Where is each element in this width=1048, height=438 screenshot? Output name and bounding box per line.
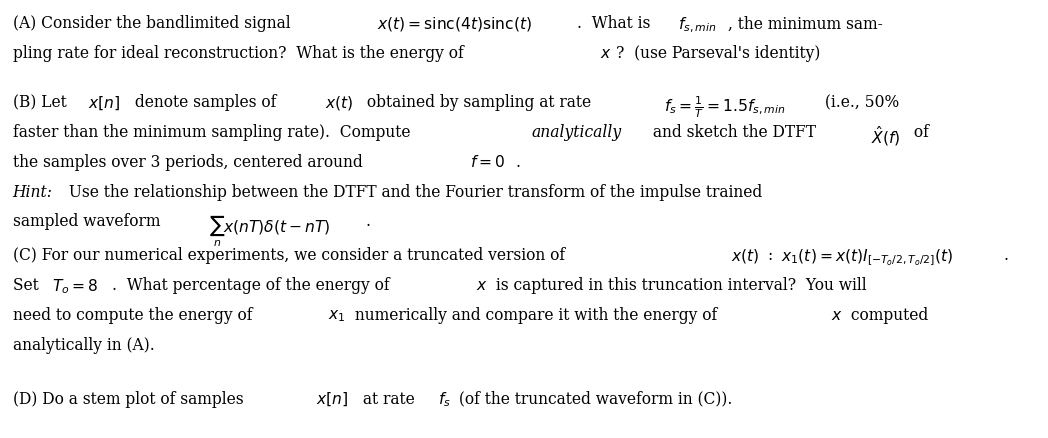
Text: (of the truncated waveform in (C)).: (of the truncated waveform in (C)). xyxy=(454,391,733,408)
Text: .: . xyxy=(1003,247,1008,265)
Text: $\sum_n x(nT)\delta(t - nT)$: $\sum_n x(nT)\delta(t - nT)$ xyxy=(210,213,330,248)
Text: (D) Do a stem plot of samples: (D) Do a stem plot of samples xyxy=(13,391,248,408)
Text: analytically: analytically xyxy=(531,124,621,141)
Text: $f_{s,min}$: $f_{s,min}$ xyxy=(678,15,717,35)
Text: $x(t) = \mathrm{sinc}(4t)\mathrm{sinc}(t)$: $x(t) = \mathrm{sinc}(4t)\mathrm{sinc}(t… xyxy=(377,15,532,33)
Text: $x$: $x$ xyxy=(601,45,612,62)
Text: analytically in (A).: analytically in (A). xyxy=(13,337,154,354)
Text: pling rate for ideal reconstruction?  What is the energy of: pling rate for ideal reconstruction? Wha… xyxy=(13,45,468,62)
Text: (i.e., 50%: (i.e., 50% xyxy=(821,94,900,111)
Text: the samples over 3 periods, centered around: the samples over 3 periods, centered aro… xyxy=(13,154,367,171)
Text: $f = 0$: $f = 0$ xyxy=(471,154,505,171)
Text: $x(t)$: $x(t)$ xyxy=(325,94,353,112)
Text: of: of xyxy=(910,124,930,141)
Text: and sketch the DTFT: and sketch the DTFT xyxy=(648,124,821,141)
Text: $x_1$: $x_1$ xyxy=(328,307,346,324)
Text: sampled waveform: sampled waveform xyxy=(13,213,165,230)
Text: Set: Set xyxy=(13,277,43,294)
Text: numerically and compare it with the energy of: numerically and compare it with the ener… xyxy=(350,307,722,324)
Text: (A) Consider the bandlimited signal: (A) Consider the bandlimited signal xyxy=(13,15,296,32)
Text: (C) For our numerical experiments, we consider a truncated version of: (C) For our numerical experiments, we co… xyxy=(13,247,569,265)
Text: faster than the minimum sampling rate).  Compute: faster than the minimum sampling rate). … xyxy=(13,124,415,141)
Text: at rate: at rate xyxy=(358,391,420,408)
Text: $f_s$: $f_s$ xyxy=(438,391,451,410)
Text: $x_1(t) = x(t)I_{[-T_o/2,T_o/2]}(t)$: $x_1(t) = x(t)I_{[-T_o/2,T_o/2]}(t)$ xyxy=(781,247,953,268)
Text: Use the relationship between the DTFT and the Fourier transform of the impulse t: Use the relationship between the DTFT an… xyxy=(64,184,763,201)
Text: $x[n]$: $x[n]$ xyxy=(316,391,349,408)
Text: .  What is: . What is xyxy=(577,15,655,32)
Text: $x[n]$: $x[n]$ xyxy=(88,94,121,112)
Text: , the minimum sam-: , the minimum sam- xyxy=(727,15,882,32)
Text: $x$: $x$ xyxy=(477,277,488,294)
Text: obtained by sampling at rate: obtained by sampling at rate xyxy=(362,94,595,111)
Text: is captured in this truncation interval?  You will: is captured in this truncation interval?… xyxy=(492,277,867,294)
Text: $\hat{X}(f)$: $\hat{X}(f)$ xyxy=(871,124,900,148)
Text: denote samples of: denote samples of xyxy=(130,94,281,111)
Text: .  What percentage of the energy of: . What percentage of the energy of xyxy=(112,277,394,294)
Text: :: : xyxy=(768,247,778,265)
Text: .: . xyxy=(516,154,521,171)
Text: $T_o = 8$: $T_o = 8$ xyxy=(52,277,99,296)
Text: need to compute the energy of: need to compute the energy of xyxy=(13,307,257,324)
Text: ?  (use Parseval's identity): ? (use Parseval's identity) xyxy=(615,45,820,62)
Text: $x(t)$: $x(t)$ xyxy=(732,247,760,265)
Text: (B) Let: (B) Let xyxy=(13,94,71,111)
Text: $x$: $x$ xyxy=(831,307,843,324)
Text: $f_s = \frac{1}{T} = 1.5f_{s,min}$: $f_s = \frac{1}{T} = 1.5f_{s,min}$ xyxy=(663,94,785,120)
Text: computed: computed xyxy=(846,307,927,324)
Text: Hint:: Hint: xyxy=(13,184,52,201)
Text: .: . xyxy=(366,213,371,230)
